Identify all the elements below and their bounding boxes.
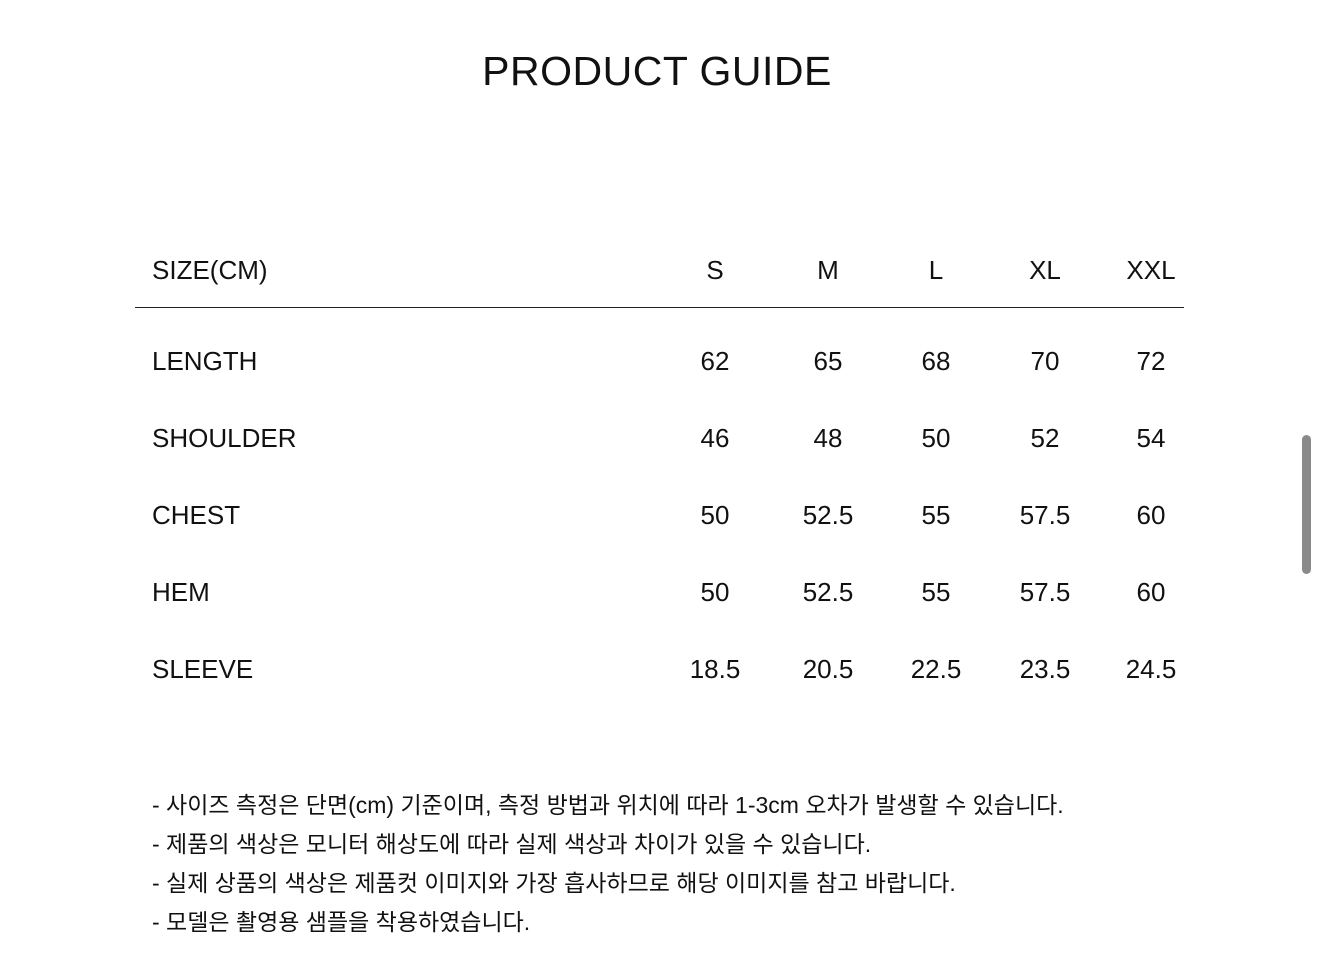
- table-cell: 52: [1030, 423, 1060, 453]
- table-cell: 62: [700, 346, 730, 376]
- page-title: PRODUCT GUIDE: [482, 48, 832, 94]
- table-cell: 18.5: [689, 654, 741, 684]
- table-cell: 24.5: [1125, 654, 1177, 684]
- size-column-xl: XL: [1029, 255, 1061, 285]
- table-cell: 55: [921, 500, 951, 530]
- table-cell: 50: [921, 423, 951, 453]
- table-cell: 50: [700, 577, 730, 607]
- table-row: SHOULDER 46 48 50 52 54: [0, 418, 1320, 458]
- table-row: LENGTH 62 65 68 70 72: [0, 341, 1320, 381]
- table-header-row: SIZE(CM) S M L XL XXL: [0, 250, 1320, 290]
- row-label: SHOULDER: [152, 423, 297, 453]
- row-label: CHEST: [152, 500, 241, 530]
- table-cell: 72: [1136, 346, 1166, 376]
- note-item: - 모델은 촬영용 샘플을 착용하였습니다.: [152, 909, 531, 935]
- table-cell: 48: [813, 423, 843, 453]
- table-cell: 50: [700, 500, 730, 530]
- notes-list: - 사이즈 측정은 단면(cm) 기준이며, 측정 방법과 위치에 따라 1-3…: [152, 786, 1064, 942]
- table-row: CHEST 50 52.5 55 57.5 60: [0, 495, 1320, 535]
- table-cell: 65: [813, 346, 843, 376]
- size-column-s: S: [706, 255, 724, 285]
- row-label: HEM: [152, 577, 210, 607]
- table-cell: 52.5: [802, 577, 854, 607]
- table-cell: 60: [1136, 577, 1166, 607]
- size-column-xxl: XXL: [1126, 255, 1176, 285]
- size-header-label: SIZE(CM): [152, 255, 268, 285]
- note-item: - 제품의 색상은 모니터 해상도에 따라 실제 색상과 차이가 있을 수 있습…: [152, 831, 872, 857]
- table-cell: 57.5: [1019, 577, 1071, 607]
- table-row: HEM 50 52.5 55 57.5 60: [0, 572, 1320, 612]
- size-column-l: L: [928, 255, 944, 285]
- scrollbar[interactable]: [1302, 435, 1311, 574]
- size-column-m: M: [817, 255, 839, 285]
- table-cell: 54: [1136, 423, 1166, 453]
- note-item: - 실제 상품의 색상은 제품컷 이미지와 가장 흡사하므로 해당 이미지를 참…: [152, 870, 956, 896]
- note-item: - 사이즈 측정은 단면(cm) 기준이며, 측정 방법과 위치에 따라 1-3…: [152, 792, 1064, 818]
- table-cell: 68: [921, 346, 951, 376]
- table-cell: 57.5: [1019, 500, 1071, 530]
- table-cell: 22.5: [910, 654, 962, 684]
- table-cell: 70: [1030, 346, 1060, 376]
- table-cell: 60: [1136, 500, 1166, 530]
- table-cell: 46: [700, 423, 730, 453]
- header-divider: [135, 307, 1184, 308]
- table-cell: 55: [921, 577, 951, 607]
- table-cell: 52.5: [802, 500, 854, 530]
- row-label: LENGTH: [152, 346, 258, 376]
- table-cell: 23.5: [1019, 654, 1071, 684]
- row-label: SLEEVE: [152, 654, 254, 684]
- table-row: SLEEVE 18.5 20.5 22.5 23.5 24.5: [0, 649, 1320, 689]
- table-cell: 20.5: [802, 654, 854, 684]
